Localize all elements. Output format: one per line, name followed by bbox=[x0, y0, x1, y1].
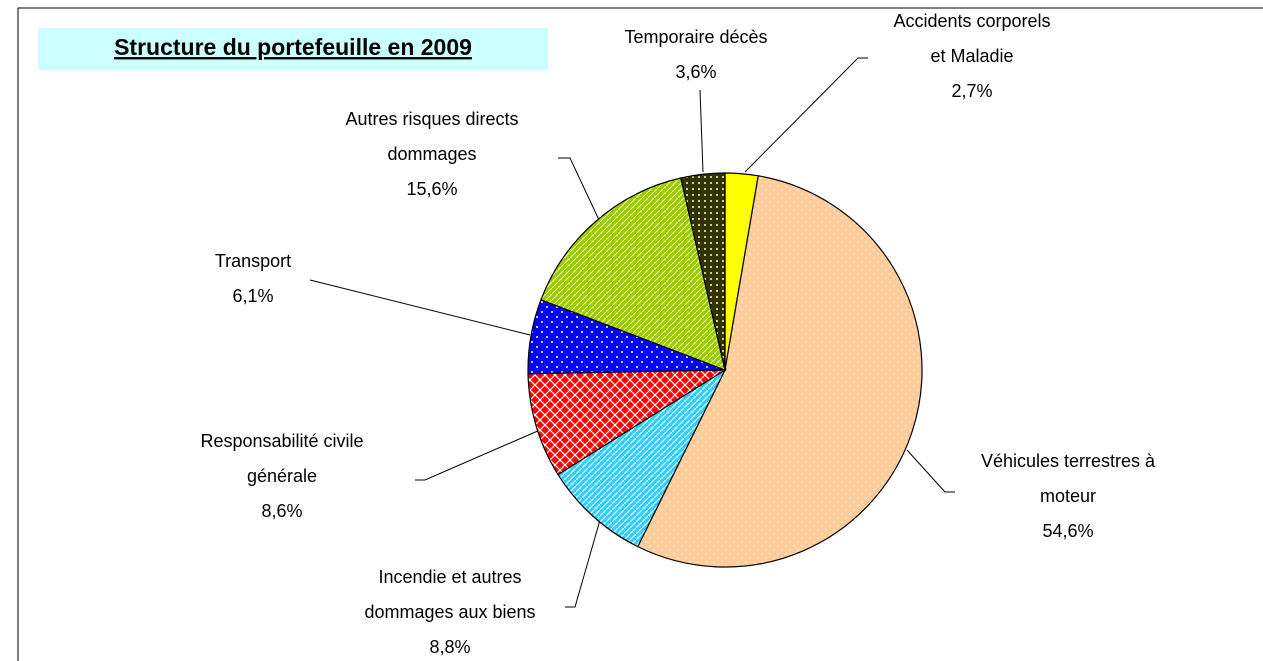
leader-line bbox=[309, 279, 531, 336]
value-label: 3,6% bbox=[675, 62, 716, 82]
slice-label: Responsabilité civile bbox=[200, 431, 363, 451]
value-label: 8,8% bbox=[429, 637, 470, 657]
slice-label: Incendie et autres bbox=[378, 567, 521, 587]
slice-label: et Maladie bbox=[930, 46, 1013, 66]
slice-label: Autres risques directs bbox=[345, 109, 518, 129]
title-box bbox=[38, 28, 548, 70]
value-label: 15,6% bbox=[406, 179, 457, 199]
slice-label: moteur bbox=[1040, 486, 1096, 506]
leader-line bbox=[699, 89, 704, 173]
slice-label: dommages bbox=[387, 144, 476, 164]
pie-slice bbox=[540, 177, 726, 371]
slice-label: dommages aux biens bbox=[364, 602, 535, 622]
pie-slice bbox=[527, 369, 728, 476]
leader-line bbox=[906, 449, 955, 493]
value-label: 54,6% bbox=[1042, 521, 1093, 541]
leaders bbox=[309, 57, 955, 608]
slice-label: générale bbox=[247, 466, 317, 486]
value-label: 8,6% bbox=[261, 501, 302, 521]
pie-slice bbox=[636, 175, 923, 568]
slice-label: Temporaire décès bbox=[624, 27, 767, 47]
pie-slice bbox=[557, 368, 727, 548]
frame bbox=[17, 7, 1263, 661]
pie-slice bbox=[680, 172, 726, 371]
chart-title: Structure du portefeuille en 2009 bbox=[114, 34, 472, 60]
value-label: 6,1% bbox=[232, 286, 273, 306]
slice-label: Transport bbox=[215, 251, 291, 271]
leader-line bbox=[565, 519, 601, 608]
slice-label: Accidents corporels bbox=[893, 11, 1050, 31]
slice-label: Véhicules terrestres à bbox=[981, 451, 1156, 471]
leader-line bbox=[744, 57, 868, 173]
leader-line bbox=[415, 429, 541, 481]
value-label: 2,7% bbox=[951, 81, 992, 101]
leader-line bbox=[558, 157, 601, 223]
